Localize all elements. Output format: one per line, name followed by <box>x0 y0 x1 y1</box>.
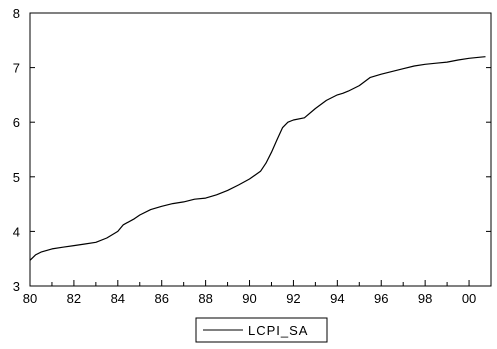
x-tick-label: 90 <box>242 291 256 306</box>
y-tick-label: 7 <box>13 61 20 76</box>
x-tick-label: 88 <box>198 291 212 306</box>
plot-frame <box>29 12 492 287</box>
series-line-lcpi-sa <box>29 56 486 261</box>
series-layer <box>29 56 486 261</box>
y-tick-label: 4 <box>13 224 20 239</box>
x-tick-label: 98 <box>418 291 432 306</box>
y-tick-label: 3 <box>13 279 20 294</box>
x-tick-label: 00 <box>462 291 476 306</box>
y-tick-label: 5 <box>13 170 20 185</box>
x-tick-label: 84 <box>111 291 125 306</box>
x-axis: 80 82 84 86 88 90 92 94 96 98 00 <box>23 280 492 306</box>
y-axis: 3 4 5 6 7 8 <box>13 6 491 294</box>
x-tick-label: 80 <box>23 291 37 306</box>
x-tick-label: 92 <box>286 291 300 306</box>
y-tick-label: 6 <box>13 115 20 130</box>
x-tick-label: 94 <box>330 291 344 306</box>
x-tick-label: 96 <box>374 291 388 306</box>
y-tick-label: 8 <box>13 6 20 21</box>
x-tick-label: 82 <box>67 291 81 306</box>
legend: LCPI_SA <box>195 317 328 343</box>
x-tick-label: 86 <box>154 291 168 306</box>
legend-label-lcpi-sa: LCPI_SA <box>248 323 308 338</box>
